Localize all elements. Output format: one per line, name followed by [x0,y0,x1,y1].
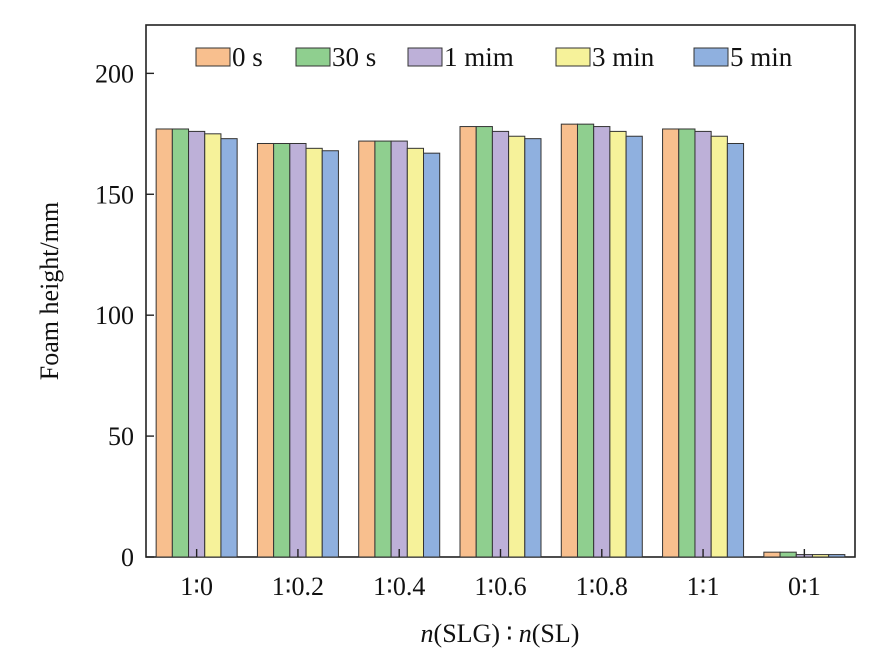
x-axis-title-slg: (SLG) [434,619,500,648]
y-axis-ticks: 0 50 100 150 200 [95,59,154,572]
bar [256,142,275,558]
bar [459,126,477,558]
bar [188,130,206,558]
bar [763,551,781,558]
bar [811,554,830,558]
x-axis-title: n(SLG) ∶ n(SL) [421,619,580,648]
legend-label: 0 s [232,42,263,72]
bar [406,147,425,558]
y-tick-label: 0 [121,543,134,572]
bar [828,554,846,558]
bar [662,128,680,558]
bar [358,140,376,558]
bar [726,142,745,558]
bar [609,130,627,558]
legend-label: 30 s [332,42,376,72]
bar [204,133,222,558]
bar [560,123,578,558]
bar [524,138,542,558]
x-axis-title-sl: (SL) [532,619,580,648]
bar [779,551,797,558]
x-axis-ticks: 1∶0 1∶0.2 1∶0.4 1∶0.6 1∶0.8 1∶1 0∶1 [180,549,821,601]
x-tick-label: 1∶0.2 [272,572,324,601]
legend-label: 3 min [592,42,655,72]
x-tick-label: 0∶1 [788,572,821,601]
bar [155,128,173,558]
legend-swatch [407,47,443,67]
bar [491,130,510,558]
bar [305,147,323,558]
x-tick-label: 1∶1 [687,572,720,601]
legend-swatch [555,47,591,67]
bar [321,150,339,558]
bar [576,123,595,558]
bar [475,126,493,558]
bar [593,126,611,558]
bar [508,135,526,558]
bar [273,142,291,558]
legend: 0 s 30 s 1 mim 3 min 5 min [195,42,793,72]
bar [694,130,712,558]
x-axis-title-sep: ∶ [506,619,513,648]
y-tick-label: 200 [95,59,134,88]
legend-swatch [693,47,729,67]
x-tick-label: 1∶0.6 [474,572,526,601]
legend-label: 1 mim [444,42,514,72]
x-tick-label: 1∶0.4 [373,572,425,601]
bar [289,142,307,558]
x-tick-label: 1∶0 [180,572,213,601]
legend-swatch [195,47,231,67]
bar [423,152,441,558]
y-tick-label: 100 [95,301,134,330]
bar [390,140,408,558]
bar [171,128,190,558]
bar [678,128,696,558]
y-axis-title: Foam height/mm [35,202,64,380]
bar [220,138,238,558]
legend-label: 5 min [730,42,793,72]
x-axis-title-n1: n [421,619,434,648]
y-tick-label: 50 [108,422,134,451]
bar [625,135,643,558]
bar [710,135,728,558]
bars-layer [155,123,846,558]
plot-area: 0 50 100 150 200 1∶0 1∶0.2 1∶0.4 1∶0.6 1∶0.8 1∶1 0… [95,24,856,601]
y-tick-label: 150 [95,180,134,209]
x-axis-title-n2: n [519,619,532,648]
x-tick-label: 1∶0.8 [576,572,628,601]
legend-swatch [295,47,331,67]
bar [374,140,392,558]
